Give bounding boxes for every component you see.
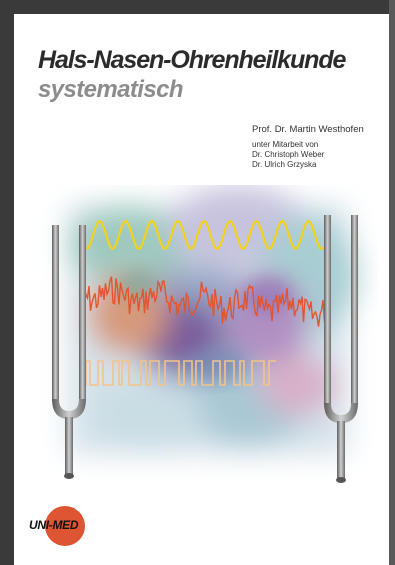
left-border [0, 0, 14, 565]
right-border [389, 0, 395, 565]
collaborators-block: unter Mitarbeit von Dr. Christoph Weber … [252, 140, 324, 170]
square-wave [80, 360, 276, 386]
top-border [0, 0, 395, 14]
book-subtitle: systematisch [38, 76, 183, 103]
noise-wave [79, 276, 329, 327]
logo-circle [45, 506, 85, 546]
tuning-fork-icon [52, 225, 86, 479]
collaborator-name: Dr. Christoph Weber [252, 150, 325, 159]
publisher-logo: UNI-MED [29, 506, 109, 546]
cover-illustration [52, 185, 358, 483]
sine-wave [78, 219, 330, 251]
author: Prof. Dr. Martin Westhofen [252, 124, 364, 135]
collab-intro: unter Mitarbeit von [252, 140, 319, 149]
collaborator-name: Dr. Ulrich Grzyska [252, 160, 317, 169]
tuning-fork-icon [324, 215, 358, 483]
logo-text: UNI-MED [29, 518, 79, 532]
blurred-background [68, 185, 358, 455]
book-title: Hals-Nasen-Ohrenheilkunde [38, 46, 346, 74]
